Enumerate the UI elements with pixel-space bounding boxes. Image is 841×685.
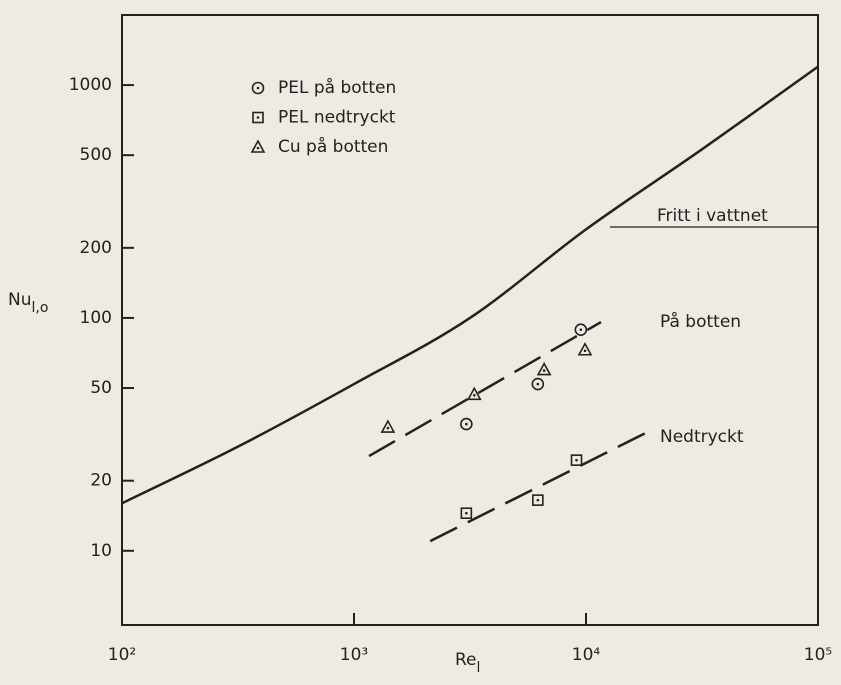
legend-label: PEL på botten [278, 77, 396, 98]
point-dot [386, 426, 390, 430]
line [368, 321, 602, 458]
legend-marker-dot [256, 116, 260, 119]
point-dot [536, 382, 540, 386]
point [460, 417, 473, 431]
line-label: Fritt i vattnet [657, 206, 768, 226]
line-label: På botten [660, 311, 741, 332]
point-dot [465, 422, 468, 426]
y-tick-label: 50 [90, 378, 112, 398]
point-dot [579, 328, 583, 332]
point-dot [536, 498, 540, 502]
y-tick-label: 200 [80, 238, 112, 258]
x-label-sub: l [477, 660, 481, 676]
legend-marker-dot [256, 146, 260, 150]
y-tick-label: 500 [80, 145, 112, 165]
point-dot [465, 511, 468, 515]
y-tick-label: 10 [90, 541, 112, 561]
point [531, 377, 545, 391]
x-tick-label: 10⁵ [804, 645, 832, 665]
legend-marker [251, 81, 265, 95]
point [536, 361, 552, 376]
legend-marker-dot [256, 86, 260, 90]
point-dot [583, 349, 587, 353]
y-tick-label: 100 [80, 308, 112, 328]
point [577, 342, 593, 356]
point-dot [575, 458, 578, 462]
point [532, 494, 544, 506]
point [466, 386, 482, 401]
point [570, 454, 583, 466]
point-dot [542, 369, 546, 372]
point [380, 419, 396, 433]
x-tick-label: 10² [108, 645, 136, 665]
line [121, 65, 819, 505]
legend-label: PEL nedtryckt [278, 108, 396, 128]
point [460, 507, 473, 520]
legend-label: Cu på botten [278, 136, 388, 157]
x-label-base: Re [455, 650, 477, 670]
x-tick-label: 10⁴ [572, 645, 601, 665]
x-tick-label: 10³ [340, 645, 368, 665]
y-tick-label: 20 [90, 471, 112, 491]
y-axis-label: Nul,o [8, 290, 48, 316]
y-label-sub: l,o [32, 300, 49, 316]
y-label-base: Nu [8, 290, 32, 310]
point-dot [472, 393, 476, 397]
y-tick-label: 1000 [69, 75, 112, 95]
legend-marker [250, 139, 266, 153]
line-label: Nedtryckt [660, 427, 744, 447]
x-axis-label: Rel [455, 650, 480, 676]
point [574, 323, 588, 337]
legend-marker [252, 111, 264, 124]
plot-frame [121, 14, 819, 626]
